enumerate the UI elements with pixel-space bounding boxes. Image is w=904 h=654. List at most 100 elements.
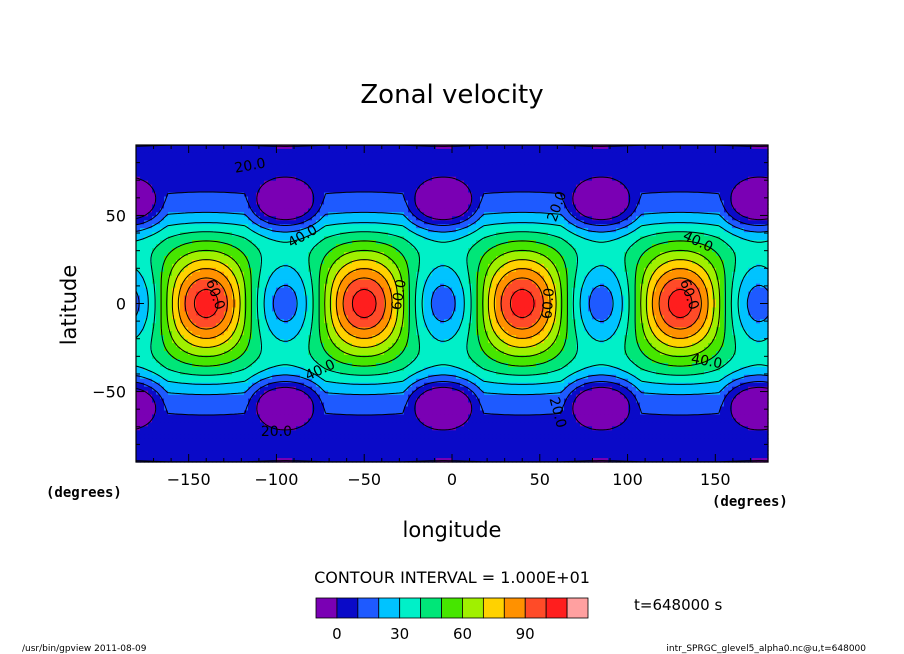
contour-cell: [368, 212, 373, 217]
contour-cell: [312, 200, 317, 206]
contour-cell: [588, 184, 593, 190]
contour-cell: [616, 200, 621, 206]
contour-cell: [396, 145, 401, 150]
contour-cell: [140, 164, 145, 170]
contour-cell: [436, 267, 441, 273]
contour-cell: [208, 172, 213, 178]
contour-cell: [572, 172, 577, 178]
contour-cell: [212, 236, 217, 241]
contour-cell: [548, 168, 553, 174]
contour-cell: [184, 180, 189, 186]
contour-cell: [312, 232, 317, 237]
contour-cell: [184, 232, 189, 237]
contour-cell: [644, 259, 649, 265]
contour-cell: [760, 152, 765, 158]
contour-cell: [224, 156, 229, 162]
contour-cell: [236, 184, 241, 190]
contour-cell: [204, 240, 209, 245]
contour-cell: [604, 244, 609, 249]
contour-cell: [640, 176, 645, 182]
contour-cell: [736, 212, 741, 217]
contour-cell: [220, 212, 225, 217]
contour-cell: [184, 240, 189, 245]
contour-cell: [300, 267, 305, 273]
contour-cell: [276, 263, 281, 269]
contour-cell: [620, 160, 625, 166]
contour-cell: [280, 251, 285, 257]
contour-cell: [340, 152, 345, 158]
contour-cell: [200, 232, 205, 237]
contour-cell: [288, 176, 293, 182]
contour-cell: [456, 232, 461, 237]
contour-cell: [732, 263, 737, 269]
contour-cell: [452, 208, 457, 213]
contour-cell: [732, 212, 737, 217]
contour-cell: [632, 259, 637, 265]
contour-cell: [552, 168, 557, 174]
contour-cell: [584, 224, 589, 229]
contour-cell: [276, 180, 281, 186]
contour-cell: [540, 224, 545, 229]
contour-cell: [648, 228, 653, 233]
contour-cell: [232, 192, 237, 198]
contour-cell: [628, 168, 633, 174]
contour-cell: [184, 164, 189, 170]
contour-cell: [324, 263, 329, 269]
contour-cell: [628, 216, 633, 221]
contour-cell: [540, 180, 545, 186]
contour-cell: [588, 148, 593, 154]
plot-area: 20.040.060.0 60.020.040.060.040.020.060.0…: [135, 144, 769, 463]
contour-cell: [728, 248, 733, 253]
contour-cell: [384, 152, 389, 158]
contour-cell: [152, 176, 157, 182]
contour-cell: [432, 164, 437, 170]
contour-cell: [604, 180, 609, 186]
contour-cell: [660, 220, 665, 225]
contour-cell: [220, 145, 225, 150]
contour-cell: [336, 184, 341, 190]
contour-cell: [180, 251, 185, 257]
contour-cell: [556, 148, 561, 154]
contour-cell: [516, 204, 521, 209]
contour-cell: [216, 184, 221, 190]
contour-cell: [704, 184, 709, 190]
contour-cell: [432, 267, 437, 273]
contour-cell: [328, 220, 333, 225]
contour-cell: [584, 236, 589, 241]
contour-cell: [652, 220, 657, 225]
contour-cell: [472, 160, 477, 166]
contour-cell: [216, 168, 221, 174]
contour-cell: [716, 168, 721, 174]
contour-cell: [580, 188, 585, 194]
contour-cell: [460, 180, 465, 186]
contour-cell: [764, 251, 769, 257]
contour-cell: [300, 263, 305, 269]
contour-cell: [312, 212, 317, 217]
contour-cell: [156, 148, 161, 154]
contour-cell: [448, 192, 453, 198]
contour-cell: [332, 216, 337, 221]
contour-cell: [416, 192, 421, 198]
contour-cell: [192, 236, 197, 241]
contour-cell: [400, 255, 405, 261]
contour-cell: [216, 232, 221, 237]
contour-cell: [348, 156, 353, 162]
contour-cell: [752, 228, 757, 233]
contour-cell: [208, 145, 213, 150]
contour-cell: [712, 259, 717, 265]
contour-cell: [648, 192, 653, 198]
contour-cell: [676, 208, 681, 213]
contour-cell: [216, 204, 221, 209]
contour-cell: [576, 263, 581, 269]
contour-cell: [184, 196, 189, 202]
contour-cell: [412, 168, 417, 174]
contour-cell: [728, 192, 733, 198]
contour-cell: [740, 172, 745, 178]
contour-cell: [672, 156, 677, 162]
contour-cell: [580, 255, 585, 261]
contour-cell: [720, 204, 725, 209]
contour-cell: [404, 216, 409, 221]
contour-cell: [752, 255, 757, 261]
contour-cell: [692, 145, 697, 150]
contour-cell: [152, 180, 157, 186]
